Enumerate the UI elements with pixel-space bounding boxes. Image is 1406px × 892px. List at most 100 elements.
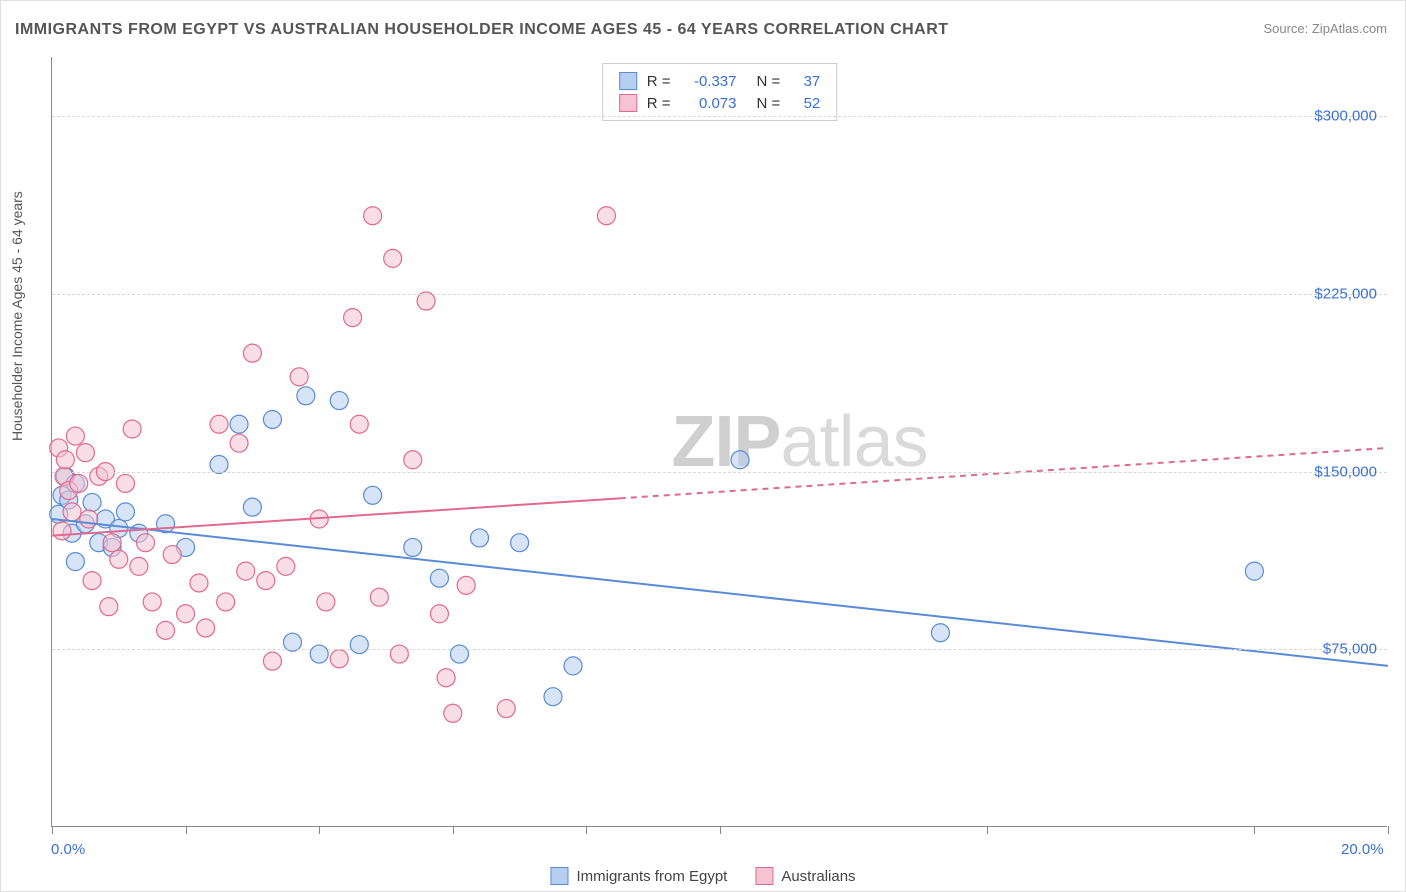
- plot-svg: [52, 57, 1387, 826]
- data-point: [116, 503, 134, 521]
- data-point: [471, 529, 489, 547]
- gridline: [52, 472, 1387, 473]
- x-tick: [586, 826, 587, 834]
- y-tick-label: $150,000: [1314, 463, 1377, 480]
- data-point: [404, 451, 422, 469]
- data-point: [157, 621, 175, 639]
- gridline: [52, 116, 1387, 117]
- data-point: [390, 645, 408, 663]
- chart-title: IMMIGRANTS FROM EGYPT VS AUSTRALIAN HOUS…: [15, 21, 949, 39]
- x-tick: [52, 826, 53, 834]
- x-tick: [186, 826, 187, 834]
- trend-line: [52, 498, 620, 535]
- legend-swatch: [550, 867, 568, 885]
- data-point: [110, 550, 128, 568]
- legend-item: Australians: [755, 867, 855, 885]
- x-tick: [1388, 826, 1389, 834]
- data-point: [370, 588, 388, 606]
- source-label: Source: ZipAtlas.com: [1263, 21, 1387, 36]
- data-point: [544, 688, 562, 706]
- y-tick-label: $225,000: [1314, 285, 1377, 302]
- data-point: [1245, 562, 1263, 580]
- data-point: [330, 392, 348, 410]
- legend-label: Immigrants from Egypt: [576, 868, 727, 885]
- data-point: [103, 534, 121, 552]
- x-tick-label-min: 0.0%: [51, 841, 85, 858]
- data-point: [66, 553, 84, 571]
- data-point: [130, 557, 148, 575]
- data-point: [310, 645, 328, 663]
- legend-item: Immigrants from Egypt: [550, 867, 727, 885]
- data-point: [56, 451, 74, 469]
- data-point: [143, 593, 161, 611]
- data-point: [263, 410, 281, 428]
- data-point: [364, 486, 382, 504]
- data-point: [931, 624, 949, 642]
- data-point: [116, 474, 134, 492]
- y-tick-label: $300,000: [1314, 108, 1377, 125]
- data-point: [237, 562, 255, 580]
- data-point: [217, 593, 235, 611]
- data-point: [80, 510, 98, 528]
- data-point: [430, 569, 448, 587]
- x-tick: [453, 826, 454, 834]
- data-point: [404, 538, 422, 556]
- legend-bottom: Immigrants from Egypt Australians: [550, 867, 855, 885]
- data-point: [330, 650, 348, 668]
- data-point: [210, 415, 228, 433]
- legend-swatch: [755, 867, 773, 885]
- trend-line: [52, 519, 1388, 666]
- data-point: [564, 657, 582, 675]
- data-point: [83, 493, 101, 511]
- data-point: [364, 207, 382, 225]
- legend-label: Australians: [781, 868, 855, 885]
- data-point: [66, 427, 84, 445]
- data-point: [230, 415, 248, 433]
- x-tick: [987, 826, 988, 834]
- data-point: [190, 574, 208, 592]
- data-point: [163, 546, 181, 564]
- data-point: [317, 593, 335, 611]
- data-point: [731, 451, 749, 469]
- y-axis-label: Householder Income Ages 45 - 64 years: [9, 191, 25, 441]
- data-point: [290, 368, 308, 386]
- x-tick-label-max: 20.0%: [1341, 841, 1384, 858]
- data-point: [430, 605, 448, 623]
- data-point: [350, 415, 368, 433]
- data-point: [450, 645, 468, 663]
- x-tick: [1254, 826, 1255, 834]
- data-point: [497, 700, 515, 718]
- data-point: [437, 669, 455, 687]
- chart-container: IMMIGRANTS FROM EGYPT VS AUSTRALIAN HOUS…: [0, 0, 1406, 892]
- data-point: [457, 576, 475, 594]
- data-point: [137, 534, 155, 552]
- data-point: [100, 598, 118, 616]
- data-point: [63, 503, 81, 521]
- gridline: [52, 294, 1387, 295]
- data-point: [53, 522, 71, 540]
- data-point: [230, 434, 248, 452]
- data-point: [263, 652, 281, 670]
- y-tick-label: $75,000: [1323, 641, 1377, 658]
- gridline: [52, 649, 1387, 650]
- x-tick: [319, 826, 320, 834]
- data-point: [277, 557, 295, 575]
- data-point: [123, 420, 141, 438]
- data-point: [384, 249, 402, 267]
- data-point: [257, 572, 275, 590]
- data-point: [297, 387, 315, 405]
- plot-area: ZIPatlas R =-0.337N =37R =0.073N =52 $75…: [51, 57, 1387, 827]
- data-point: [511, 534, 529, 552]
- data-point: [76, 444, 94, 462]
- data-point: [344, 309, 362, 327]
- data-point: [70, 474, 88, 492]
- data-point: [597, 207, 615, 225]
- data-point: [243, 344, 261, 362]
- x-tick: [720, 826, 721, 834]
- data-point: [197, 619, 215, 637]
- data-point: [177, 605, 195, 623]
- data-point: [444, 704, 462, 722]
- data-point: [83, 572, 101, 590]
- data-point: [243, 498, 261, 516]
- data-point: [350, 636, 368, 654]
